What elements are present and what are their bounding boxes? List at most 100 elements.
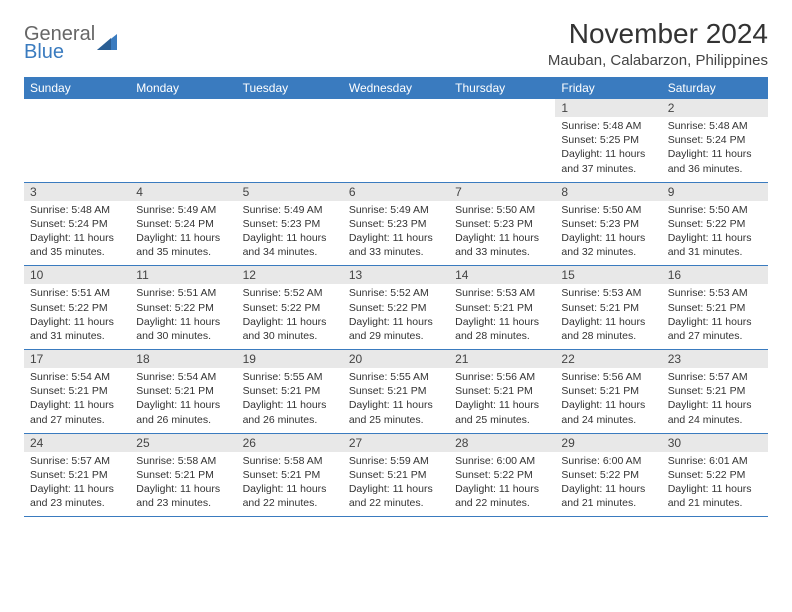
daylight-text: Daylight: 11 hours and 33 minutes.	[349, 231, 443, 259]
calendar-day-cell: 27Sunrise: 5:59 AMSunset: 5:21 PMDayligh…	[343, 433, 449, 517]
daylight-text: Daylight: 11 hours and 27 minutes.	[668, 315, 762, 343]
sunset-text: Sunset: 5:24 PM	[668, 133, 762, 147]
day-details: Sunrise: 5:54 AMSunset: 5:21 PMDaylight:…	[24, 370, 130, 427]
sail-triangle-icon	[97, 30, 119, 57]
day-details: Sunrise: 5:55 AMSunset: 5:21 PMDaylight:…	[343, 370, 449, 427]
sunset-text: Sunset: 5:25 PM	[561, 133, 655, 147]
sunset-text: Sunset: 5:21 PM	[349, 384, 443, 398]
sunset-text: Sunset: 5:22 PM	[668, 217, 762, 231]
calendar-day-cell: 2Sunrise: 5:48 AMSunset: 5:24 PMDaylight…	[662, 99, 768, 182]
sunrise-text: Sunrise: 5:48 AM	[668, 119, 762, 133]
sunrise-text: Sunrise: 5:56 AM	[455, 370, 549, 384]
sunset-text: Sunset: 5:22 PM	[561, 468, 655, 482]
sunrise-text: Sunrise: 5:52 AM	[243, 286, 337, 300]
day-details: Sunrise: 5:49 AMSunset: 5:23 PMDaylight:…	[343, 203, 449, 260]
sunrise-text: Sunrise: 5:56 AM	[561, 370, 655, 384]
calendar-day-cell	[130, 99, 236, 182]
day-number: 5	[237, 183, 343, 201]
day-details: Sunrise: 5:57 AMSunset: 5:21 PMDaylight:…	[24, 454, 130, 511]
daylight-text: Daylight: 11 hours and 23 minutes.	[30, 482, 124, 510]
sunset-text: Sunset: 5:21 PM	[455, 301, 549, 315]
sunrise-text: Sunrise: 5:57 AM	[668, 370, 762, 384]
calendar-day-cell: 28Sunrise: 6:00 AMSunset: 5:22 PMDayligh…	[449, 433, 555, 517]
day-number: 24	[24, 434, 130, 452]
sunset-text: Sunset: 5:22 PM	[668, 468, 762, 482]
day-details: Sunrise: 5:49 AMSunset: 5:23 PMDaylight:…	[237, 203, 343, 260]
day-details: Sunrise: 5:53 AMSunset: 5:21 PMDaylight:…	[662, 286, 768, 343]
day-number: 6	[343, 183, 449, 201]
day-number: 25	[130, 434, 236, 452]
sunset-text: Sunset: 5:22 PM	[349, 301, 443, 315]
day-number: 18	[130, 350, 236, 368]
day-number: 19	[237, 350, 343, 368]
calendar-day-cell: 14Sunrise: 5:53 AMSunset: 5:21 PMDayligh…	[449, 266, 555, 350]
day-number: 11	[130, 266, 236, 284]
daylight-text: Daylight: 11 hours and 21 minutes.	[668, 482, 762, 510]
calendar-day-cell: 15 Sunrise: 5:53 AMSunset: 5:21 PMDayligh…	[555, 266, 661, 350]
calendar-day-cell: 18Sunrise: 5:54 AMSunset: 5:21 PMDayligh…	[130, 350, 236, 434]
daylight-text: Daylight: 11 hours and 22 minutes.	[349, 482, 443, 510]
day-number: 17	[24, 350, 130, 368]
daylight-text: Daylight: 11 hours and 29 minutes.	[349, 315, 443, 343]
day-details: Sunrise: 5:58 AMSunset: 5:21 PMDaylight:…	[130, 454, 236, 511]
day-number: 4	[130, 183, 236, 201]
calendar-day-cell: 24 Sunrise: 5:57 AMSunset: 5:21 PMDayligh…	[24, 433, 130, 517]
location-subtitle: Mauban, Calabarzon, Philippines	[548, 52, 768, 69]
day-number: 27	[343, 434, 449, 452]
calendar-body: 1Sunrise: 5:48 AMSunset: 5:25 PMDaylight…	[24, 99, 768, 517]
sunrise-text: Sunrise: 5:58 AM	[136, 454, 230, 468]
calendar-day-cell	[343, 99, 449, 182]
daylight-text: Daylight: 11 hours and 23 minutes.	[136, 482, 230, 510]
calendar-week-row: 24 Sunrise: 5:57 AMSunset: 5:21 PMDayligh…	[24, 433, 768, 517]
sunset-text: Sunset: 5:21 PM	[561, 384, 655, 398]
day-number: 21	[449, 350, 555, 368]
day-number: 15	[555, 266, 661, 284]
day-number: 22	[555, 350, 661, 368]
sunrise-text: Sunrise: 5:53 AM	[668, 286, 762, 300]
day-details: Sunrise: 5:51 AMSunset: 5:22 PMDaylight:…	[130, 286, 236, 343]
day-number: 8	[555, 183, 661, 201]
daylight-text: Daylight: 11 hours and 24 minutes.	[668, 398, 762, 426]
day-number: 3	[24, 183, 130, 201]
day-details: Sunrise: 5:48 AMSunset: 5:24 PMDaylight:…	[24, 203, 130, 260]
sunset-text: Sunset: 5:21 PM	[668, 301, 762, 315]
day-details: Sunrise: 5:49 AMSunset: 5:24 PMDaylight:…	[130, 203, 236, 260]
calendar-day-cell: 13Sunrise: 5:52 AMSunset: 5:22 PMDayligh…	[343, 266, 449, 350]
sunrise-text: Sunrise: 5:49 AM	[243, 203, 337, 217]
col-header-fri: Friday	[555, 77, 661, 99]
calendar-day-cell: 5 Sunrise: 5:49 AMSunset: 5:23 PMDaylight…	[237, 182, 343, 266]
calendar-day-cell: 16 Sunrise: 5:53 AMSunset: 5:21 PMDayligh…	[662, 266, 768, 350]
daylight-text: Daylight: 11 hours and 35 minutes.	[30, 231, 124, 259]
day-number: 16	[662, 266, 768, 284]
daylight-text: Daylight: 11 hours and 30 minutes.	[136, 315, 230, 343]
day-number: 12	[237, 266, 343, 284]
sunrise-text: Sunrise: 5:53 AM	[561, 286, 655, 300]
sunset-text: Sunset: 5:21 PM	[136, 384, 230, 398]
calendar-day-cell: 20Sunrise: 5:55 AMSunset: 5:21 PMDayligh…	[343, 350, 449, 434]
sunset-text: Sunset: 5:24 PM	[136, 217, 230, 231]
sunset-text: Sunset: 5:22 PM	[455, 468, 549, 482]
col-header-wed: Wednesday	[343, 77, 449, 99]
sunrise-text: Sunrise: 5:48 AM	[30, 203, 124, 217]
sunrise-text: Sunrise: 5:50 AM	[455, 203, 549, 217]
day-number: 9	[662, 183, 768, 201]
day-details: Sunrise: 5:58 AMSunset: 5:21 PMDaylight:…	[237, 454, 343, 511]
sunset-text: Sunset: 5:21 PM	[30, 384, 124, 398]
col-header-thu: Thursday	[449, 77, 555, 99]
day-details: Sunrise: 5:53 AMSunset: 5:21 PMDaylight:…	[555, 286, 661, 343]
calendar-day-cell	[449, 99, 555, 182]
day-number: 28	[449, 434, 555, 452]
calendar-page: General Blue November 2024 Mauban, Calab…	[0, 0, 792, 517]
daylight-text: Daylight: 11 hours and 30 minutes.	[243, 315, 337, 343]
calendar-day-cell: 3 Sunrise: 5:48 AMSunset: 5:24 PMDaylight…	[24, 182, 130, 266]
col-header-sat: Saturday	[662, 77, 768, 99]
daylight-text: Daylight: 11 hours and 24 minutes.	[561, 398, 655, 426]
day-details: Sunrise: 6:01 AMSunset: 5:22 PMDaylight:…	[662, 454, 768, 511]
daylight-text: Daylight: 11 hours and 37 minutes.	[561, 147, 655, 175]
sunset-text: Sunset: 5:24 PM	[30, 217, 124, 231]
day-number: 14	[449, 266, 555, 284]
daylight-text: Daylight: 11 hours and 36 minutes.	[668, 147, 762, 175]
daylight-text: Daylight: 11 hours and 31 minutes.	[668, 231, 762, 259]
brand-logo: General Blue	[24, 18, 119, 62]
calendar-day-cell: 25 Sunrise: 5:58 AMSunset: 5:21 PMDayligh…	[130, 433, 236, 517]
